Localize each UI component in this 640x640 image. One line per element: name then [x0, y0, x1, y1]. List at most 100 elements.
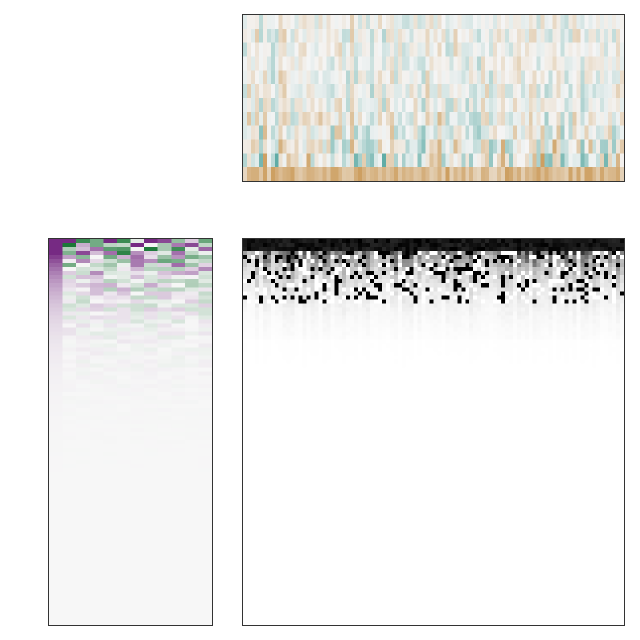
heatmap-cell: [604, 295, 609, 300]
heatmap-cell: [377, 42, 383, 58]
heatmap-cell: [524, 255, 530, 260]
heatmap-cell: [246, 331, 252, 337]
heatmap-cell: [497, 251, 502, 256]
heatmap-cell: [373, 339, 379, 345]
heatmap-cell: [560, 255, 566, 260]
heatmap-cell: [76, 311, 91, 316]
heatmap-cell: [326, 267, 331, 272]
heatmap-cell: [342, 295, 347, 300]
heatmap-cell: [473, 339, 478, 345]
heatmap-cell: [266, 42, 272, 58]
heatmap-cell: [310, 327, 316, 333]
heatmap-cell: [580, 303, 585, 308]
heatmap-cell: [532, 56, 538, 71]
heatmap-cell: [334, 251, 339, 256]
heatmap-cell: [89, 496, 104, 501]
heatmap-cell: [362, 84, 367, 99]
heatmap-cell: [429, 343, 435, 349]
heatmap-cell: [528, 15, 534, 30]
heatmap-cell: [89, 327, 104, 333]
heatmap-cell: [116, 387, 132, 393]
heatmap-cell: [397, 167, 403, 181]
heatmap-cell: [449, 295, 454, 300]
heatmap-cell: [540, 84, 546, 99]
heatmap-cell: [453, 243, 458, 248]
heatmap-cell: [342, 167, 347, 181]
heatmap-cell: [171, 399, 186, 405]
heatmap-cell: [144, 516, 159, 522]
heatmap-cell: [568, 263, 574, 268]
heatmap-cell: [568, 327, 574, 333]
heatmap-cell: [262, 307, 268, 312]
heatmap-cell: [493, 243, 498, 248]
heatmap-cell: [608, 343, 613, 349]
heatmap-cell: [171, 331, 186, 337]
heatmap-cell: [157, 343, 172, 349]
heatmap-cell: [76, 339, 91, 345]
heatmap-cell: [254, 15, 260, 30]
heatmap-cell: [397, 251, 403, 256]
heatmap-cell: [512, 271, 518, 276]
heatmap-cell: [157, 347, 172, 353]
heatmap-cell: [358, 307, 363, 312]
heatmap-cell: [322, 56, 327, 71]
heatmap-cell: [389, 279, 395, 284]
heatmap-cell: [171, 243, 186, 248]
heatmap-cell: [62, 251, 77, 256]
heatmap-cell: [306, 323, 312, 329]
heatmap-cell: [62, 456, 77, 461]
heatmap-cell: [421, 111, 427, 127]
heatmap-cell: [616, 319, 621, 325]
heatmap-cell: [500, 339, 506, 345]
heatmap-cell: [584, 303, 589, 308]
heatmap-cell: [116, 375, 132, 381]
heatmap-cell: [532, 347, 538, 353]
heatmap-cell: [198, 407, 212, 413]
heatmap-cell: [310, 111, 316, 127]
heatmap-cell: [322, 343, 327, 349]
heatmap-cell: [157, 432, 172, 437]
heatmap-cell: [157, 440, 172, 445]
heatmap-cell: [524, 42, 530, 58]
heatmap-cell: [274, 98, 280, 113]
heatmap-cell: [76, 592, 91, 598]
heatmap-cell: [76, 271, 91, 276]
heatmap-cell: [409, 339, 415, 345]
heatmap-cell: [385, 347, 391, 353]
heatmap-cell: [528, 243, 534, 248]
heatmap-cell: [584, 271, 589, 276]
heatmap-cell: [516, 153, 522, 168]
heatmap-cell: [144, 556, 159, 562]
heatmap-cell: [377, 267, 383, 272]
heatmap-cell: [373, 315, 379, 321]
heatmap-cell: [469, 311, 474, 316]
heatmap-cell: [393, 319, 399, 325]
heatmap-cell: [89, 319, 104, 325]
heatmap-cell: [362, 267, 367, 272]
heatmap-cell: [250, 295, 256, 300]
heatmap-cell: [130, 399, 145, 405]
heatmap-cell: [326, 311, 331, 316]
heatmap-cell: [49, 255, 64, 260]
heatmap-cell: [620, 323, 624, 329]
heatmap-cell: [250, 283, 256, 288]
heatmap-cell: [612, 153, 617, 168]
heatmap-cell: [556, 267, 562, 272]
heatmap-cell: [540, 275, 546, 280]
heatmap-cell: [278, 56, 284, 71]
heatmap-cell: [604, 111, 609, 127]
heatmap-cell: [572, 267, 577, 272]
heatmap-cell: [429, 303, 435, 308]
heatmap-cell: [393, 327, 399, 333]
heatmap-cell: [362, 323, 367, 329]
heatmap-cell: [532, 279, 538, 284]
heatmap-cell: [76, 464, 91, 469]
heatmap-cell: [310, 315, 316, 321]
heatmap-cell: [318, 84, 323, 99]
heatmap-cell: [504, 299, 510, 304]
heatmap-cell: [103, 419, 118, 425]
heatmap-cell: [612, 299, 617, 304]
heatmap-cell: [556, 125, 562, 141]
heatmap-cell: [437, 263, 443, 268]
heatmap-cell: [103, 604, 118, 610]
